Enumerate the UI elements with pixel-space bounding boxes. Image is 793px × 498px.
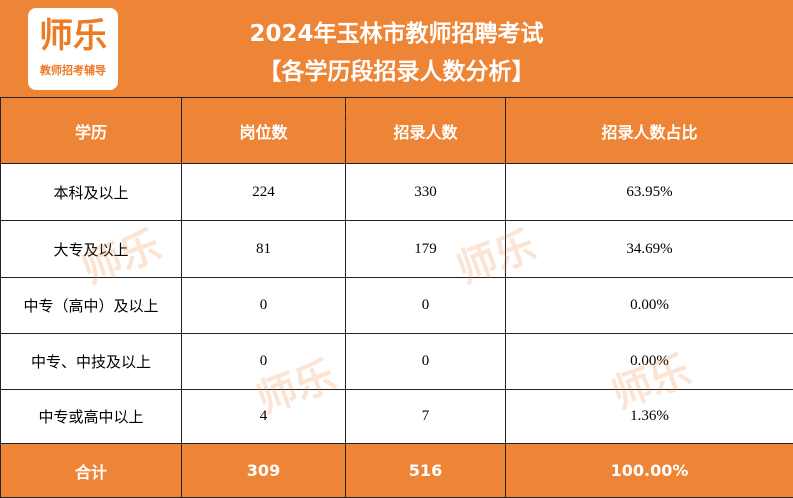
- cell: 516: [346, 444, 506, 498]
- cell: 招录人数: [346, 98, 506, 164]
- cell: 招录人数占比: [506, 98, 793, 164]
- cell: 0: [346, 334, 506, 390]
- title: 2024年玉林市教师招聘考试: [0, 14, 793, 48]
- cell: 0.00%: [506, 334, 793, 390]
- cell: 224: [182, 164, 346, 221]
- cell: 63.95%: [506, 164, 793, 221]
- cell: 大专及以上: [1, 221, 182, 278]
- header-row: 学历岗位数招录人数招录人数占比: [1, 98, 793, 164]
- cell: 0.00%: [506, 278, 793, 334]
- cell: 4: [182, 390, 346, 444]
- subtitle: 【各学历段招录人数分析】: [0, 52, 793, 86]
- cell: 本科及以上: [1, 164, 182, 221]
- cell: 309: [182, 444, 346, 498]
- cell: 179: [346, 221, 506, 278]
- cell: 330: [346, 164, 506, 221]
- cell: 合计: [1, 444, 182, 498]
- header: 师乐 教师招考辅导 2024年玉林市教师招聘考试 【各学历段招录人数分析】: [0, 0, 793, 97]
- cell: 中专（高中）及以上: [1, 278, 182, 334]
- cell: 岗位数: [182, 98, 346, 164]
- cell: 81: [182, 221, 346, 278]
- cell: 7: [346, 390, 506, 444]
- cell: 中专或高中以上: [1, 390, 182, 444]
- cell: 中专、中技及以上: [1, 334, 182, 390]
- cell: 34.69%: [506, 221, 793, 278]
- cell: 0: [346, 278, 506, 334]
- cell: 0: [182, 278, 346, 334]
- cell: 学历: [1, 98, 182, 164]
- cell: 1.36%: [506, 390, 793, 444]
- cell: 0: [182, 334, 346, 390]
- cell: 100.00%: [506, 444, 793, 498]
